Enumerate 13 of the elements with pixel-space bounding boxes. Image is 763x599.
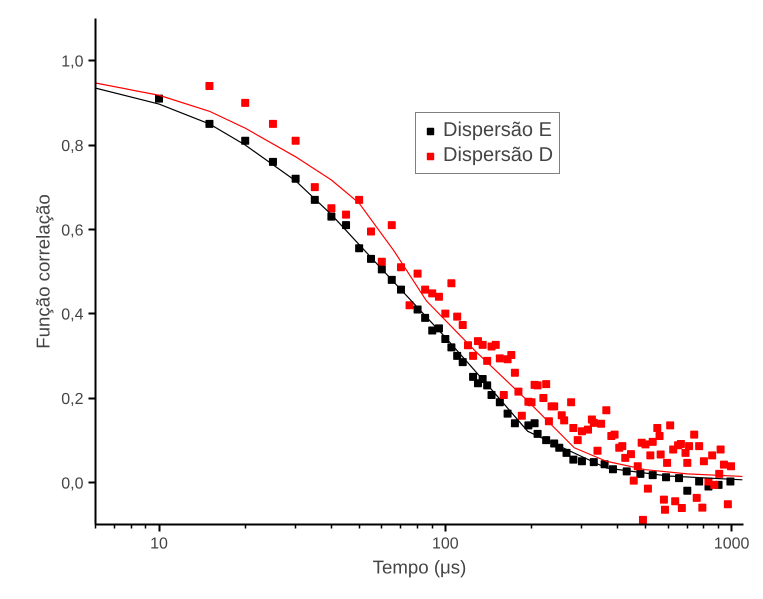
y-tick-label: 0,6 xyxy=(61,222,84,240)
legend-label: Dispersão D xyxy=(443,144,554,167)
x-tick-label: 10 xyxy=(150,536,168,552)
legend-label: Dispersão E xyxy=(443,119,552,142)
y-tick-label: 0,8 xyxy=(61,138,84,155)
x-tick-label: 100 xyxy=(432,536,459,552)
y-tick-label: 0,0 xyxy=(61,475,84,492)
y-tick-label: 1,0 xyxy=(61,54,84,71)
x-tick-label: 1000 xyxy=(714,536,750,552)
y-tick-label: 0,2 xyxy=(61,391,84,408)
y-tick-label: 0,4 xyxy=(61,306,84,324)
y-axis-title: Função correlação xyxy=(32,194,54,349)
x-axis-title: Tempo (μs) xyxy=(372,556,466,578)
